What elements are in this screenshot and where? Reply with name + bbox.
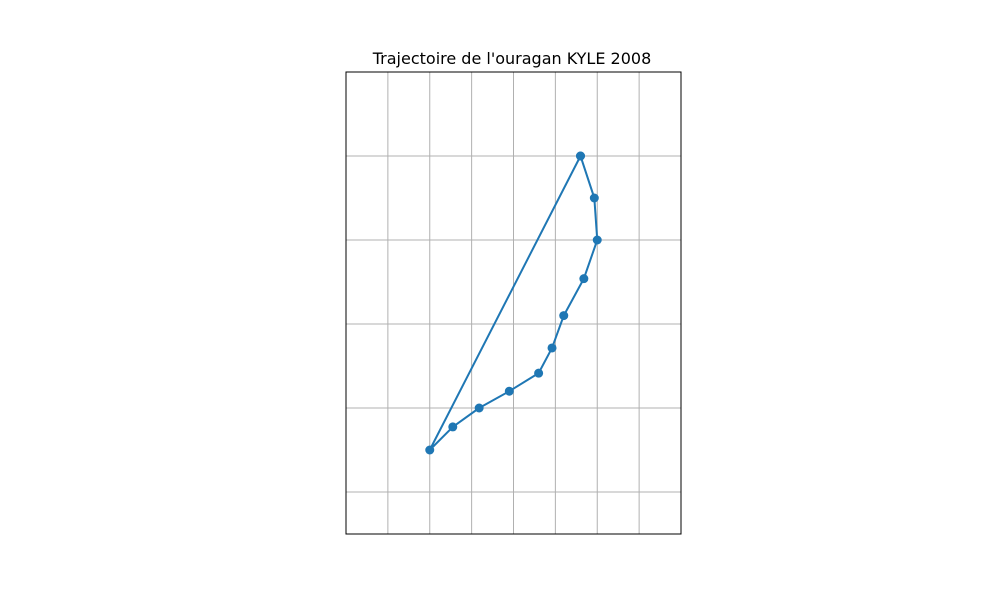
track-point-2 bbox=[592, 235, 602, 245]
grid-lines bbox=[346, 72, 681, 534]
track-point-3 bbox=[579, 274, 589, 284]
chart-title: Trajectoire de l'ouragan KYLE 2008 bbox=[372, 49, 652, 68]
track-point-4 bbox=[559, 311, 569, 321]
track-point-10 bbox=[425, 445, 435, 455]
track-layer bbox=[428, 155, 599, 451]
track-point-7 bbox=[504, 386, 514, 396]
track-points bbox=[425, 151, 602, 455]
track-point-8 bbox=[474, 403, 484, 413]
track-point-11 bbox=[576, 151, 585, 161]
track-point-9 bbox=[448, 422, 458, 432]
track-point-1 bbox=[589, 193, 599, 203]
track-point-6 bbox=[534, 368, 544, 378]
track-point-5 bbox=[547, 343, 557, 353]
plot-frame bbox=[345, 71, 682, 535]
track-line-0 bbox=[428, 155, 599, 451]
